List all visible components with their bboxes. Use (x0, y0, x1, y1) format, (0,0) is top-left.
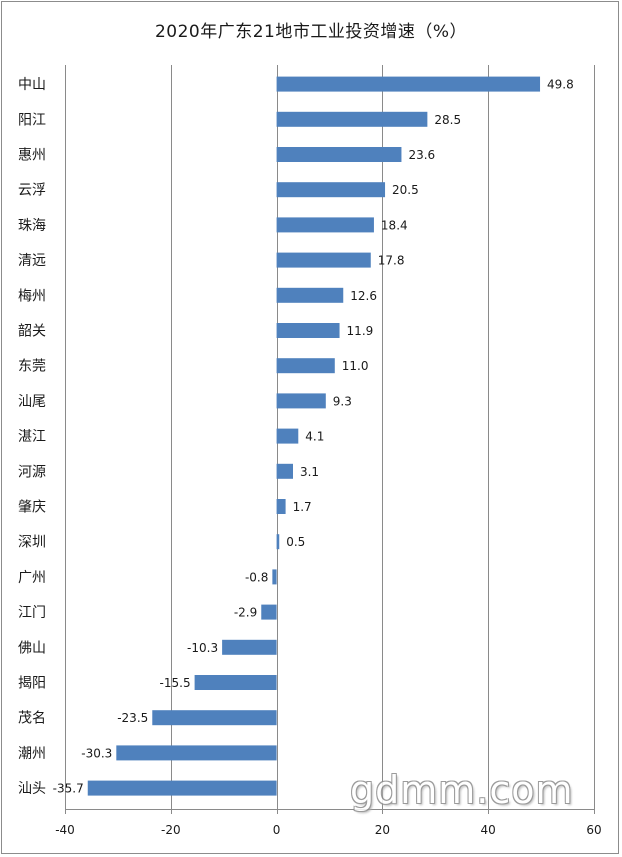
data-label: 11.9 (347, 324, 374, 338)
data-label: 11.0 (342, 359, 369, 373)
bar (194, 675, 277, 690)
data-label: -15.5 (160, 676, 191, 690)
bar (116, 745, 277, 761)
data-label: 9.3 (333, 394, 352, 408)
x-tick-label: 20 (375, 823, 390, 837)
category-label: 东莞 (18, 359, 46, 375)
bar (261, 604, 277, 620)
data-label: 28.5 (434, 113, 461, 127)
category-label: 珠海 (18, 218, 46, 234)
bar (276, 76, 541, 92)
category-label: 揭阳 (18, 676, 46, 692)
data-label: 12.6 (350, 289, 377, 303)
x-tick-label: -40 (55, 823, 75, 837)
category-label: 佛山 (18, 640, 46, 656)
category-label: 湛江 (18, 429, 46, 445)
category-label: 深圳 (18, 535, 46, 551)
category-label: 阳江 (18, 112, 46, 128)
x-tick-label: 40 (481, 823, 496, 837)
bar (276, 217, 374, 233)
bar (276, 428, 299, 444)
data-label: 1.7 (293, 500, 312, 514)
category-label: 茂名 (18, 710, 46, 727)
data-label: 18.4 (381, 218, 408, 232)
data-label: 4.1 (305, 430, 324, 444)
watermark: gdmm.com (350, 768, 574, 812)
data-label: -2.9 (234, 606, 257, 620)
bar (276, 358, 335, 374)
x-tick-label: 0 (273, 823, 281, 837)
bar (276, 252, 371, 268)
bar (276, 463, 293, 479)
bar (276, 499, 286, 514)
bar (152, 710, 277, 726)
category-label: 肇庆 (18, 500, 46, 516)
category-label: 潮州 (18, 746, 46, 762)
x-tick-label: -20 (161, 823, 181, 837)
category-label: 云浮 (18, 183, 46, 199)
bar (276, 534, 280, 550)
bar (276, 287, 344, 303)
bar (276, 182, 386, 198)
category-label: 清远 (18, 253, 46, 269)
data-label: -10.3 (187, 641, 218, 655)
category-label: 广州 (18, 570, 46, 586)
bar (222, 639, 277, 655)
data-label: -23.5 (117, 711, 148, 725)
chart-title: 2020年广东21地市工业投资增速（%） (154, 22, 468, 42)
data-label: -0.8 (245, 570, 268, 584)
data-label: 17.8 (378, 254, 405, 268)
data-label: 0.5 (286, 535, 305, 549)
category-label: 韶关 (18, 324, 46, 340)
category-label: 汕头 (18, 781, 46, 797)
data-label: 49.8 (547, 78, 574, 92)
x-tick-label: 60 (586, 823, 601, 837)
bar (87, 780, 277, 796)
data-label: -35.7 (53, 782, 84, 796)
category-label: 梅州 (18, 288, 46, 304)
data-label: 23.6 (408, 148, 435, 162)
category-label: 河源 (18, 464, 46, 480)
data-label: 3.1 (300, 465, 319, 479)
category-label: 汕尾 (18, 394, 46, 410)
category-label: 江门 (18, 605, 46, 621)
bar (276, 147, 402, 162)
category-label: 惠州 (18, 148, 46, 164)
bar (272, 569, 277, 585)
category-label: 中山 (18, 77, 46, 93)
bar (276, 111, 428, 127)
data-label: 20.5 (392, 183, 419, 197)
data-label: -30.3 (81, 746, 112, 760)
bar (276, 393, 326, 409)
bar (276, 323, 340, 338)
